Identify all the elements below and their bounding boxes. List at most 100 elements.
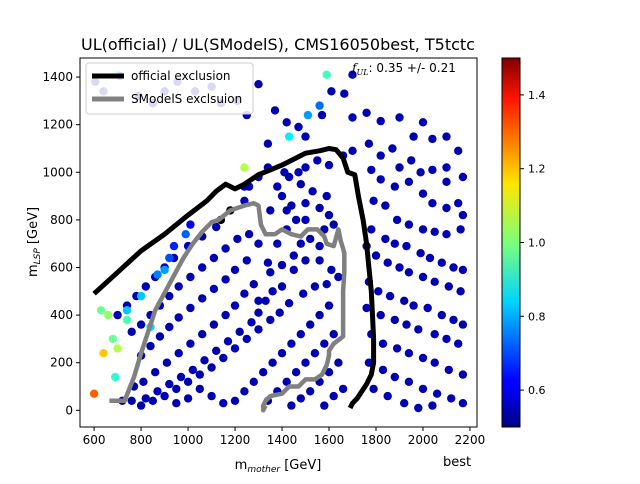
data-point [329, 391, 338, 401]
data-point [174, 349, 183, 358]
data-point [409, 132, 418, 141]
x-axis-label: mmother [GeV] [235, 458, 322, 475]
y-axis-label: mLSP [GeV] [26, 207, 43, 277]
data-point [322, 70, 331, 79]
data-point [151, 368, 160, 377]
data-point [308, 187, 317, 196]
data-point [176, 372, 186, 382]
data-point [139, 377, 148, 386]
data-point [240, 163, 249, 172]
data-point [165, 322, 174, 332]
data-point [186, 339, 195, 348]
data-point [233, 234, 242, 244]
data-point [381, 201, 390, 210]
data-point [444, 365, 453, 375]
data-point [254, 325, 263, 334]
data-point [153, 387, 162, 396]
colorbar-tick-label: 0.8 [528, 310, 546, 323]
data-point [458, 370, 468, 379]
data-point [240, 289, 249, 298]
x-tick-label: 1400 [267, 433, 298, 447]
data-point [273, 182, 282, 191]
data-point [418, 225, 428, 234]
data-point [376, 310, 385, 320]
data-point [275, 308, 284, 317]
data-point [122, 315, 132, 325]
data-point [289, 251, 298, 260]
data-point [456, 287, 465, 296]
data-point [198, 330, 207, 339]
data-point [223, 337, 233, 346]
legend-label-official: official exclusion [131, 69, 231, 83]
data-point [277, 349, 287, 358]
data-point [273, 239, 282, 248]
data-point [428, 165, 437, 175]
data-point [362, 303, 371, 313]
y-tick-label: 1000 [42, 165, 73, 179]
legend-label-smodels: SModelS exclsuion [131, 92, 242, 106]
colorbar-gradient [501, 57, 521, 428]
plot-frame [79, 57, 478, 428]
data-point [186, 220, 195, 229]
data-point [268, 287, 277, 296]
x-tick-label: 2200 [455, 433, 486, 447]
data-point [221, 275, 230, 284]
y-tick-label: 200 [50, 356, 73, 370]
data-point [404, 377, 414, 386]
data-point [287, 339, 296, 348]
data-point [428, 199, 437, 208]
colorbar-tick-label: 1.0 [528, 237, 546, 250]
data-point [266, 315, 275, 325]
data-point [113, 310, 122, 320]
data-point [423, 303, 432, 313]
data-point [270, 106, 280, 115]
data-point [404, 268, 414, 277]
data-point [313, 156, 322, 165]
data-point [195, 370, 204, 379]
data-point [388, 144, 397, 153]
data-point [306, 234, 315, 244]
data-point [442, 132, 451, 141]
data-point [99, 349, 108, 358]
x-axis-label-main: m [235, 458, 248, 473]
data-point [310, 282, 320, 291]
data-point [249, 377, 258, 386]
data-point [447, 394, 456, 403]
data-point [430, 358, 439, 367]
data-point [141, 282, 150, 291]
data-point [430, 330, 439, 339]
data-point [301, 132, 310, 141]
data-point [390, 239, 399, 248]
data-point [195, 384, 204, 394]
f-ul-main: f [351, 61, 359, 75]
data-point [334, 358, 343, 367]
f-ul-value: : 0.35 +/- 0.21 [369, 61, 456, 75]
data-point [263, 258, 273, 267]
data-point [315, 101, 324, 110]
data-point [111, 372, 120, 382]
data-point [165, 379, 174, 389]
data-point [230, 344, 240, 353]
y-tick-label: 800 [50, 213, 73, 227]
data-point [327, 265, 336, 275]
data-point [449, 263, 458, 272]
data-point [188, 365, 197, 375]
data-point [392, 215, 402, 225]
data-point [324, 301, 334, 310]
data-point [324, 160, 334, 170]
data-point [395, 263, 404, 272]
data-point [442, 203, 451, 213]
data-point [404, 177, 414, 186]
data-point [449, 315, 458, 325]
data-point [458, 172, 468, 182]
legend: official exclusion SModelS exclsuion [85, 62, 254, 115]
f-ul-annotation: fUL: 0.35 +/- 0.21 [351, 61, 456, 77]
data-point [371, 251, 381, 260]
data-point [209, 284, 219, 294]
data-point [442, 177, 451, 186]
data-point [322, 280, 331, 289]
data-point [277, 191, 287, 201]
data-point [430, 227, 439, 236]
data-point [376, 151, 385, 160]
